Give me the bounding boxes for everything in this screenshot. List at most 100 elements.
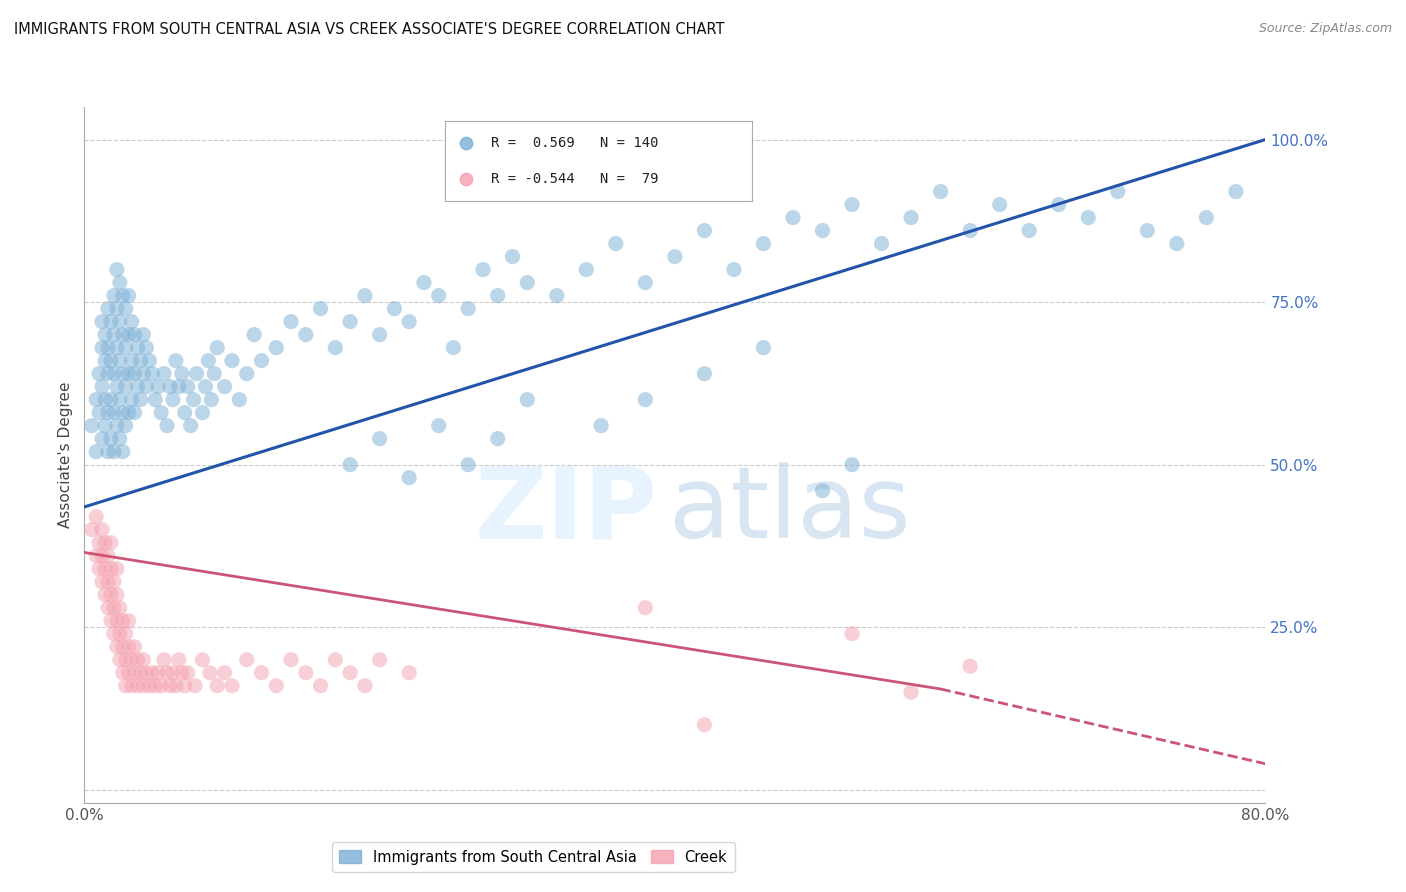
Point (124, 665, 146, 680)
Point (103, 444, 125, 458)
Point (752, 236, 775, 251)
Point (135, 341, 157, 355)
Point (150, 406, 173, 420)
Point (634, 276, 657, 290)
Point (368, 327, 391, 342)
Point (103, 574, 125, 589)
Point (156, 418, 179, 433)
Point (339, 315, 361, 329)
Point (382, 301, 406, 316)
Point (103, 406, 125, 420)
Point (97, 444, 120, 458)
Point (111, 665, 134, 680)
Point (197, 353, 219, 368)
Point (80, 523, 103, 537)
Point (309, 679, 332, 693)
Point (118, 614, 141, 628)
Point (1136, 224, 1159, 238)
Point (194, 379, 217, 393)
Point (97, 406, 120, 420)
Point (84, 549, 107, 563)
Point (191, 406, 214, 420)
Point (398, 665, 420, 680)
Point (100, 315, 122, 329)
Point (693, 224, 716, 238)
Point (108, 600, 131, 615)
Point (114, 653, 136, 667)
Point (339, 665, 361, 680)
Point (111, 406, 134, 420)
Point (91, 574, 114, 589)
Point (135, 665, 157, 680)
Point (1107, 185, 1129, 199)
Point (165, 679, 187, 693)
Point (486, 288, 509, 302)
Point (132, 653, 155, 667)
Point (118, 406, 141, 420)
Point (91, 315, 114, 329)
Point (111, 327, 134, 342)
Point (605, 236, 627, 251)
Point (105, 418, 128, 433)
Point (693, 718, 716, 732)
Point (114, 379, 136, 393)
Point (124, 367, 146, 381)
Point (354, 679, 377, 693)
Point (150, 679, 173, 693)
Point (368, 432, 391, 446)
Point (124, 327, 146, 342)
Point (148, 665, 170, 680)
Point (427, 418, 450, 433)
Point (180, 418, 202, 433)
Point (129, 353, 152, 368)
Point (127, 341, 149, 355)
Point (121, 679, 143, 693)
Point (111, 640, 134, 654)
Point (235, 653, 259, 667)
Point (108, 276, 131, 290)
Point (127, 653, 149, 667)
Y-axis label: Associate's Degree: Associate's Degree (58, 382, 73, 528)
Point (148, 379, 170, 393)
Point (138, 353, 160, 368)
Point (94, 327, 117, 342)
Point (198, 665, 221, 680)
Point (591, 418, 613, 433)
Point (118, 640, 141, 654)
Point (103, 600, 125, 615)
Point (280, 315, 302, 329)
Point (811, 483, 834, 498)
Point (105, 341, 128, 355)
Point (100, 614, 122, 628)
Point (94, 588, 117, 602)
Point (118, 367, 141, 381)
Point (235, 367, 259, 381)
Point (398, 315, 420, 329)
Point (205, 679, 228, 693)
Text: ZIP: ZIP (474, 462, 657, 559)
Point (309, 301, 332, 316)
Point (132, 327, 155, 342)
Point (173, 406, 195, 420)
Point (97, 301, 120, 316)
Point (97, 574, 120, 589)
Point (228, 392, 250, 407)
Point (114, 679, 136, 693)
Point (100, 353, 122, 368)
Point (111, 367, 134, 381)
Point (87, 562, 111, 576)
Point (143, 392, 166, 407)
Point (156, 665, 179, 680)
Point (501, 250, 523, 264)
Point (183, 392, 205, 407)
Point (127, 379, 149, 393)
Point (575, 262, 598, 277)
Point (516, 392, 538, 407)
Point (1166, 236, 1188, 251)
Point (159, 379, 181, 393)
Point (264, 679, 288, 693)
Point (132, 679, 155, 693)
Point (100, 392, 122, 407)
Point (191, 653, 214, 667)
Point (91, 341, 114, 355)
